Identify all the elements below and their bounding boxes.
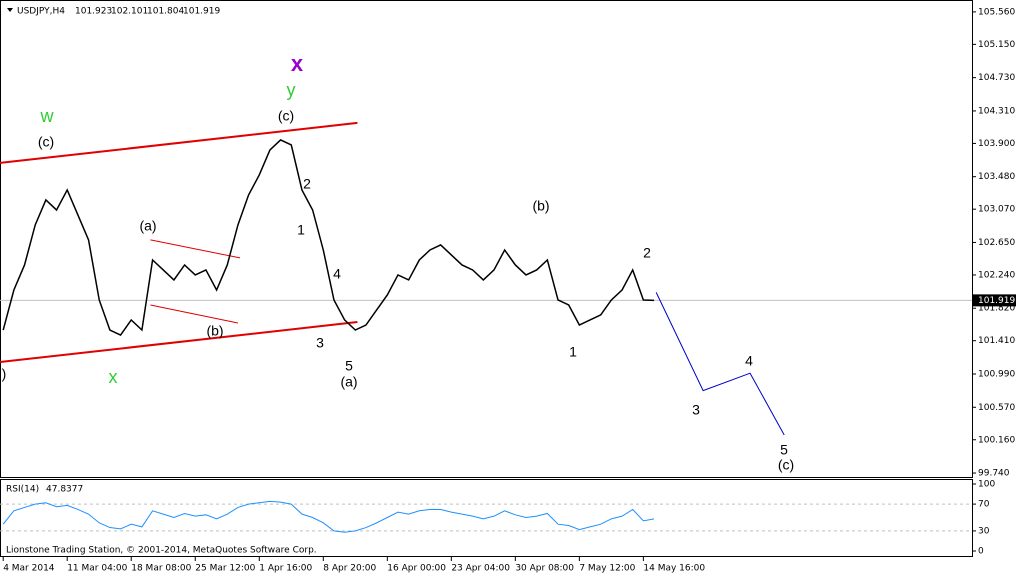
wave-label: 1 [569,344,577,360]
price-line [2,139,655,336]
x-tick-label: 16 Apr 00:00 [387,564,446,574]
x-tick-label: 11 Mar 04:00 [67,564,127,574]
trendline [0,321,358,364]
wave-label: ) [2,366,7,382]
wave-label: 2 [303,176,311,192]
y-tick-label: 99.740 [978,469,1010,479]
x-tick-label: 1 Apr 16:00 [259,564,312,574]
y-tick-label: 100.160 [978,435,1015,445]
rsi-tick-label: 100 [978,480,995,490]
rsi-value: 47.8377 [46,485,83,495]
y-tick-label: 103.480 [978,172,1015,182]
wave-label: 2 [643,245,651,261]
y-tick-label: 100.990 [978,369,1015,379]
menu-arrow[interactable] [7,8,13,12]
wave-label: y [287,80,296,100]
y-tick-label: 101.410 [978,336,1015,346]
rsi-line [2,500,655,533]
x-tick-label: 8 Apr 20:00 [323,564,376,574]
x-tick-label: 23 Apr 04:00 [451,564,510,574]
wave-label: 4 [745,353,753,369]
wave-label: (c) [38,134,54,150]
close: 101.919 [183,7,220,17]
projection-line [655,292,785,436]
last-price-label: 101.919 [978,296,1015,306]
wave-label: (b) [532,198,549,214]
open: 101.923 [75,7,112,17]
wave-label: 5 [345,358,353,374]
x-tick-label: 30 Apr 08:00 [515,564,574,574]
y-tick-label: 102.240 [978,270,1015,280]
x-tick-label: 14 May 16:00 [643,564,705,574]
y-tick-label: 104.730 [978,73,1015,83]
x-tick-label: 7 May 12:00 [579,564,635,574]
wave-label: (b) [206,323,223,339]
y-tick-label: 100.570 [978,403,1015,413]
y-tick-label: 102.650 [978,238,1015,248]
x-tick-label: 4 Mar 2014 [3,564,55,574]
y-tick-label: 101.820 [978,304,1015,314]
rsi-panel [0,479,973,557]
wave-label: w [40,106,55,126]
y-tick-label: 105.560 [978,7,1015,17]
y-tick-label: 103.900 [978,139,1015,149]
wave-label: 1 [297,222,305,238]
wave-label: (c) [278,108,294,124]
rsi-name: RSI(14) [6,485,39,495]
trendline [150,239,241,259]
wave-label: 3 [316,335,324,351]
x-tick-label: 25 Mar 12:00 [195,564,255,574]
wave-label: 5 [780,442,788,458]
wave-label: (a) [340,374,357,390]
wave-label: 4 [333,266,341,282]
y-tick-label: 105.150 [978,40,1015,50]
last-price-box [973,294,1016,307]
wave-label: (a) [139,218,156,234]
trendline [150,304,239,324]
trendline [0,121,358,164]
high: 102.101 [111,7,148,17]
wave-label: x [291,51,304,76]
y-tick-label: 103.070 [978,205,1015,215]
x-tick-label: 18 Mar 08:00 [131,564,191,574]
low: 101.804 [147,7,184,17]
symbol: USDJPY,H4 [17,7,65,17]
footer: Lionstone Trading Station, © 2001-2014, … [6,546,317,556]
wave-label: x [109,367,118,387]
wave-label: (c) [778,457,794,473]
rsi-tick-label: 0 [978,547,984,557]
y-tick-label: 104.310 [978,106,1015,116]
rsi-tick-label: 30 [978,526,990,536]
wave-label: 3 [692,402,700,418]
rsi-tick-label: 70 [978,500,990,510]
main-panel [0,0,973,478]
